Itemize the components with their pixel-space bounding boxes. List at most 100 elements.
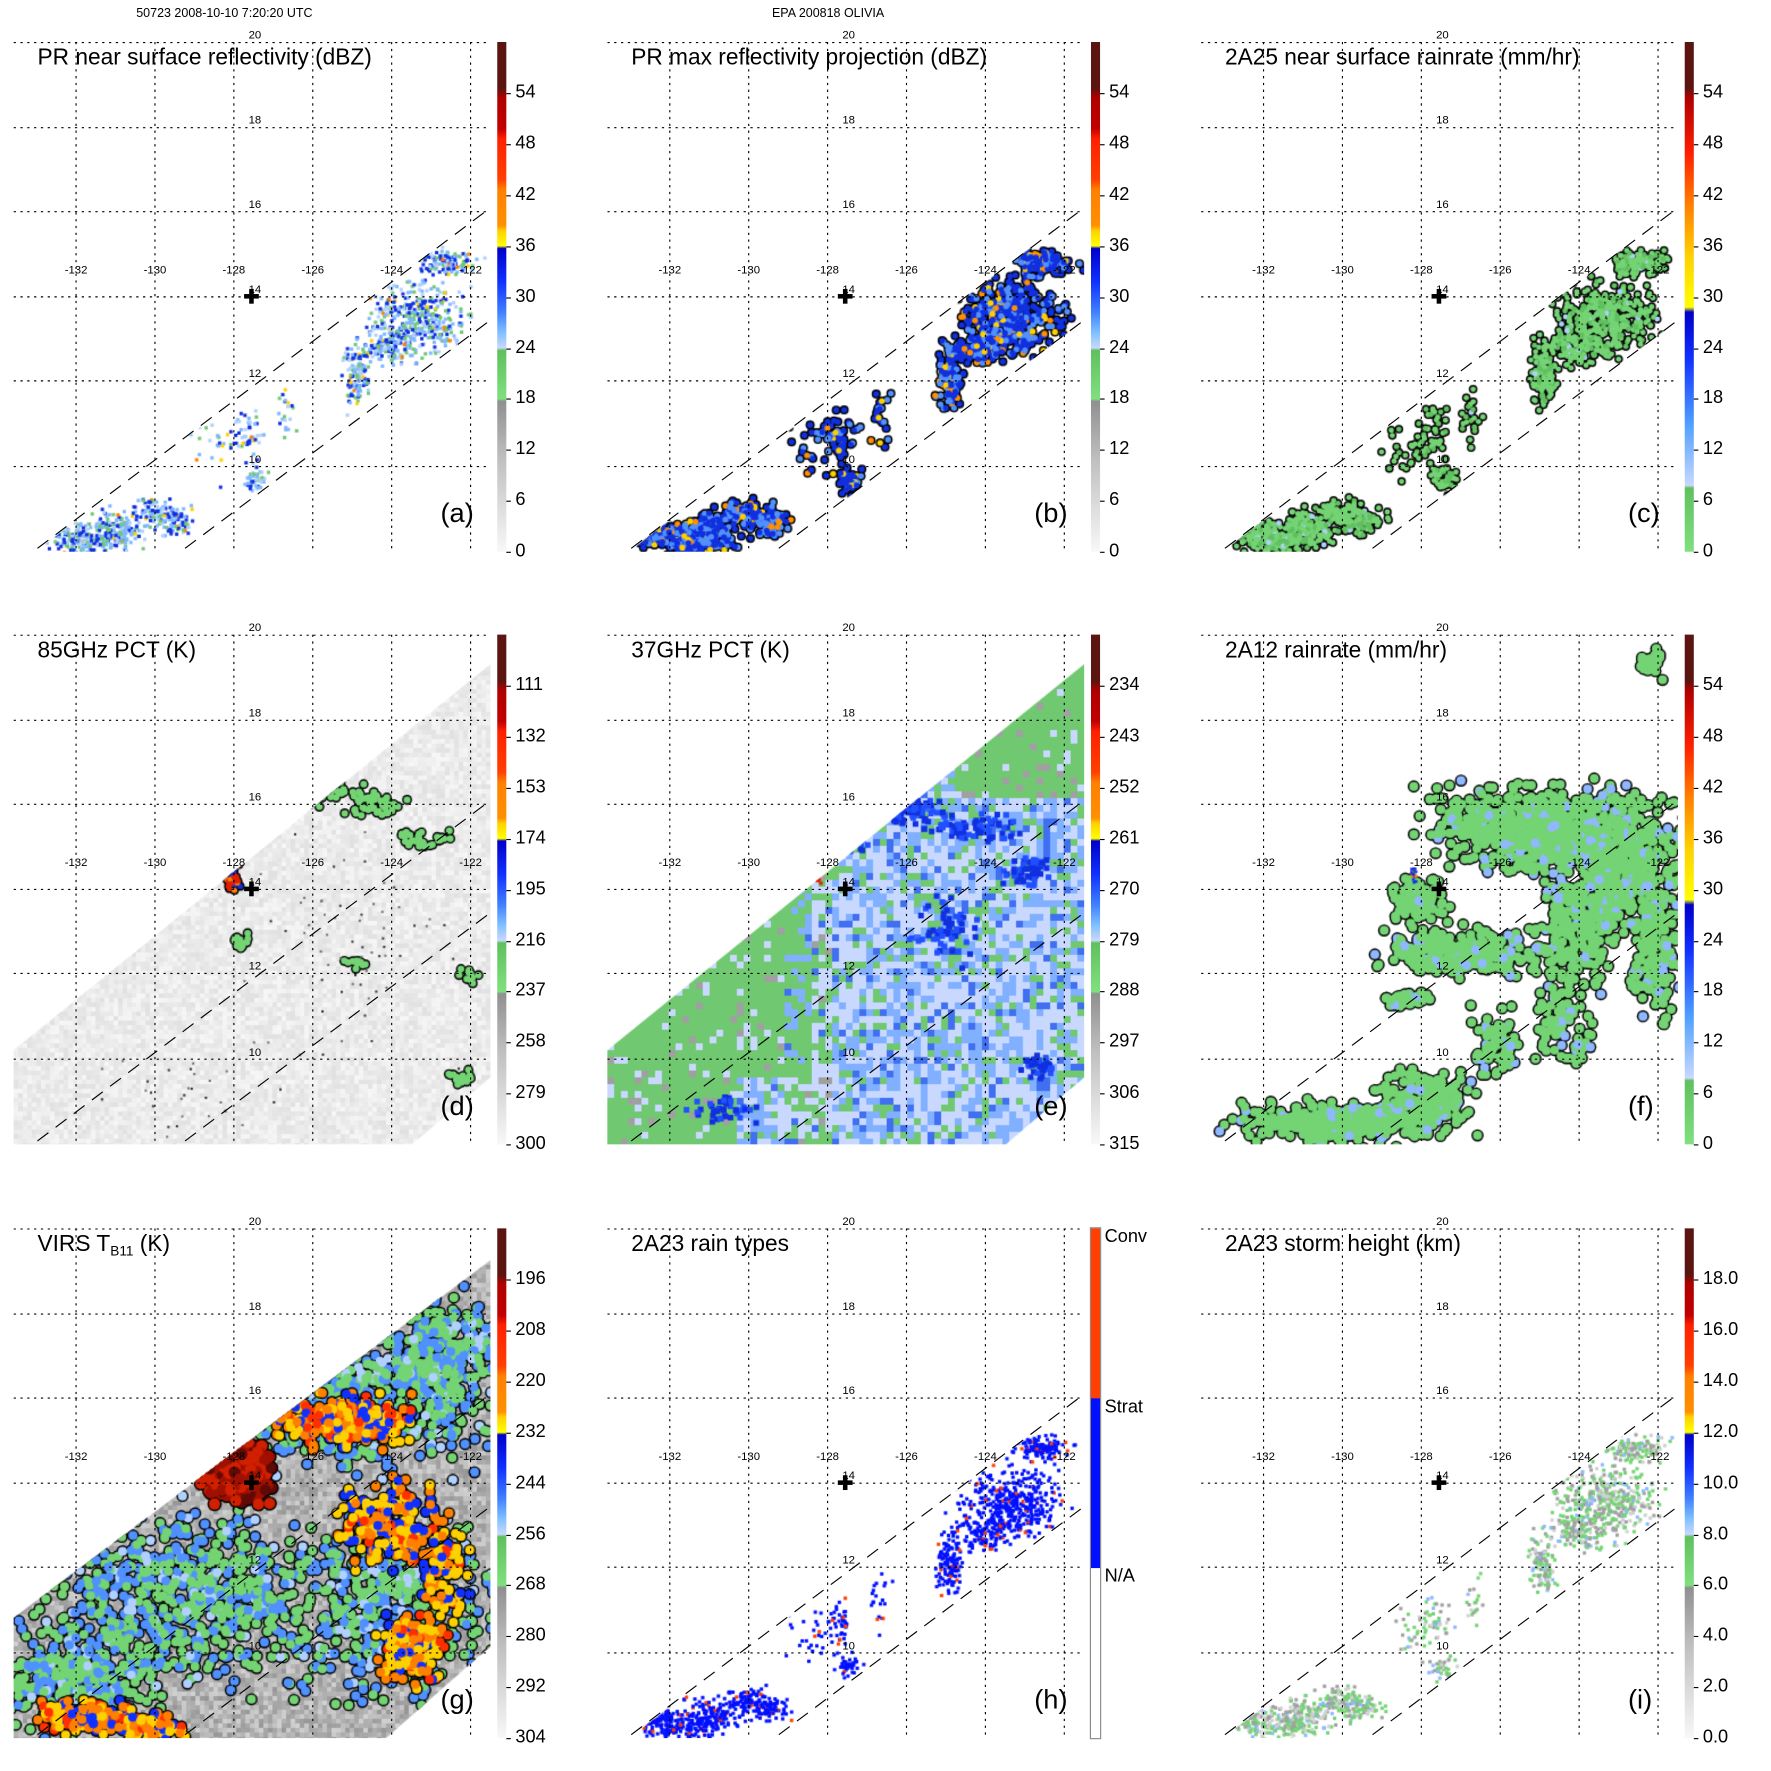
longitude-label: -124 xyxy=(380,264,404,278)
colorbar-tick xyxy=(1100,296,1105,299)
colorbar-tick xyxy=(1100,838,1105,840)
colorbar-tick-label: 261 xyxy=(1109,828,1140,848)
colorbar-tick-label: N/A xyxy=(1104,1567,1135,1587)
panel-title: PR near surface reflectivity (dBZ) xyxy=(37,45,371,71)
colorbar-tick-label: 6 xyxy=(1702,1083,1714,1103)
colorbar-tick-label: 243 xyxy=(1109,726,1140,746)
longitude-label: -128 xyxy=(222,857,246,870)
colorbar-tick xyxy=(506,1144,511,1146)
panel-title-text: 2A12 rainrate (mm/hr) xyxy=(1224,638,1448,663)
panel-letter-label: (a) xyxy=(440,498,474,530)
colorbar-tick-label: 237 xyxy=(515,981,546,1001)
colorbar-tick xyxy=(506,500,511,502)
longitude-label: -132 xyxy=(1252,857,1275,870)
latitude-label: 10 xyxy=(248,1046,262,1059)
colorbar-tick xyxy=(506,838,511,840)
colorbar-tick-label: 30 xyxy=(1702,879,1724,899)
swath-edge-line xyxy=(184,1506,491,1736)
colorbar-tick-label: 36 xyxy=(515,235,536,256)
colorbar-tick-label: 0 xyxy=(1702,541,1714,561)
colorbar-tick xyxy=(506,991,511,993)
latitude-label: 10 xyxy=(1436,453,1449,467)
panel-title-text: 2A23 storm height (km) xyxy=(1224,1231,1461,1257)
latitude-label: 12 xyxy=(248,367,262,381)
latitude-label: 14 xyxy=(842,1470,855,1483)
latitude-label: 14 xyxy=(1436,876,1449,889)
longitude-label: -130 xyxy=(143,1450,167,1464)
latitude-label: 16 xyxy=(248,791,262,804)
latitude-label: 16 xyxy=(842,1385,855,1398)
panel-title: 85GHz PCT (K) xyxy=(37,638,196,664)
colorbar-tick xyxy=(1693,195,1699,197)
swath-edge-line xyxy=(37,799,491,1142)
longitude-label: -122 xyxy=(459,857,482,870)
longitude-label: -132 xyxy=(1252,264,1275,278)
longitude-label: -130 xyxy=(737,264,761,278)
colorbar-tick xyxy=(1693,449,1699,452)
colorbar-tick xyxy=(1693,1042,1699,1044)
colorbar-tick xyxy=(1100,347,1105,350)
colorbar-tick xyxy=(1693,347,1699,350)
latitude-label: 18 xyxy=(1436,707,1449,720)
latitude-label: 14 xyxy=(248,876,262,889)
colorbar-tick-label: 24 xyxy=(1702,337,1724,358)
latitude-label: 18 xyxy=(248,1301,262,1314)
panel-title-text: 2A25 near surface rainrate (mm/hr) xyxy=(1224,45,1580,71)
swath-edge-line xyxy=(778,319,1085,549)
colorbar-tick xyxy=(506,1687,511,1689)
panel-title-subscript: B11 xyxy=(110,1243,134,1260)
colorbar-tick-label: 42 xyxy=(1109,184,1130,205)
colorbar-tick-label: 18 xyxy=(515,388,536,409)
latitude-label: 18 xyxy=(842,707,855,720)
colorbar-tick xyxy=(1100,398,1105,401)
latitude-label: 16 xyxy=(248,1385,262,1398)
colorbar-tick xyxy=(1693,398,1699,401)
colorbar-tick-label: 4.0 xyxy=(1702,1626,1729,1646)
colorbar-tick xyxy=(1693,551,1699,553)
colorbar xyxy=(1684,42,1694,552)
longitude-label: -130 xyxy=(1331,264,1354,278)
colorbar-tick-label: 288 xyxy=(1109,981,1140,1001)
latitude-label: 16 xyxy=(1436,791,1449,804)
panel-letter-label: (c) xyxy=(1627,498,1660,530)
storm-center-cross-icon xyxy=(1436,881,1442,897)
longitude-label: -122 xyxy=(1646,857,1670,870)
colorbar-tick xyxy=(1693,1144,1699,1146)
storm-center-cross-icon xyxy=(1436,1475,1442,1491)
latitude-label: 16 xyxy=(1436,198,1449,212)
latitude-label: 12 xyxy=(248,1554,262,1567)
map-grid-overlay xyxy=(13,634,491,1145)
longitude-label: -126 xyxy=(895,857,918,870)
swath-edge-line xyxy=(1224,1393,1678,1736)
colorbar-tick-label: 12 xyxy=(1702,439,1724,459)
latitude-label: 18 xyxy=(1436,1301,1449,1314)
colorbar-tick-label: 48 xyxy=(1702,133,1724,154)
colorbar-tick xyxy=(1100,245,1105,248)
colorbar-tick-label: 48 xyxy=(1702,726,1724,746)
longitude-label: -124 xyxy=(1567,1450,1591,1464)
latitude-label: 20 xyxy=(248,1215,262,1229)
panel-2a25-rainrate: -132 -130 -128 -126 -124 -122 20 18 16 14 12 10 2A25… xyxy=(1201,30,1735,576)
colorbar-tick-label: 195 xyxy=(515,879,546,899)
colorbar-tick xyxy=(1100,1042,1105,1044)
colorbar-tick-label: 208 xyxy=(515,1320,546,1340)
longitude-label: -126 xyxy=(1488,264,1512,278)
longitude-label: -126 xyxy=(301,264,325,278)
colorbar-tick xyxy=(1693,1738,1699,1740)
colorbar-tick xyxy=(1693,1636,1699,1638)
colorbar-tick-label: 54 xyxy=(1702,675,1724,695)
colorbar-tick xyxy=(1693,1381,1699,1383)
colorbar-tick-label: 48 xyxy=(1109,133,1130,154)
colorbar-tick-label: 12 xyxy=(1109,439,1130,459)
colorbar-tick-label: 220 xyxy=(515,1371,546,1391)
latitude-label: 10 xyxy=(1436,1639,1449,1653)
panel-title: 2A25 near surface rainrate (mm/hr) xyxy=(1225,45,1580,71)
colorbar-tick xyxy=(1693,1279,1699,1281)
swath-edge-line xyxy=(1372,912,1678,1142)
colorbar-tick xyxy=(506,1483,511,1485)
longitude-label: -132 xyxy=(64,857,88,870)
longitude-label: -128 xyxy=(816,264,839,278)
swath-edge-line xyxy=(1372,319,1678,549)
swath-edge-line xyxy=(37,1393,491,1736)
